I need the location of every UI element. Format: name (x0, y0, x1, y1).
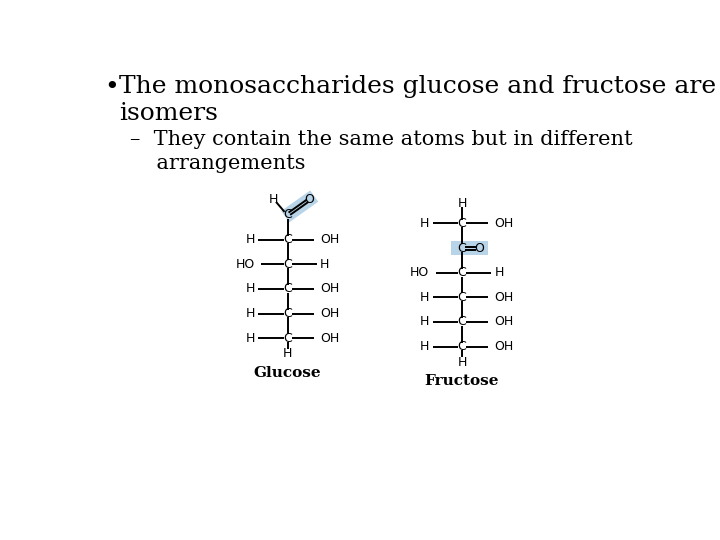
Text: –  They contain the same atoms but in different
    arrangements: – They contain the same atoms but in dif… (130, 130, 633, 173)
Polygon shape (282, 191, 318, 222)
Text: OH: OH (320, 332, 339, 345)
Text: H: H (283, 347, 292, 360)
Text: H: H (246, 282, 255, 295)
Text: OH: OH (320, 282, 339, 295)
Text: The monosaccharides glucose and fructose are
isomers: The monosaccharides glucose and fructose… (120, 75, 716, 125)
Text: H: H (420, 291, 429, 304)
Text: OH: OH (320, 307, 339, 320)
Text: C: C (283, 332, 292, 345)
Text: H: H (320, 258, 330, 271)
Text: H: H (246, 233, 255, 246)
Text: Glucose: Glucose (254, 366, 321, 380)
Text: H: H (246, 307, 255, 320)
Text: C: C (283, 258, 292, 271)
Text: •: • (104, 76, 119, 99)
Text: OH: OH (495, 291, 514, 304)
Text: C: C (458, 340, 467, 353)
Text: C: C (458, 217, 467, 230)
Text: OH: OH (495, 315, 514, 328)
Text: C: C (283, 233, 292, 246)
Text: H: H (420, 217, 429, 230)
Text: HO: HO (410, 266, 429, 279)
Text: C: C (458, 315, 467, 328)
Text: H: H (457, 197, 467, 210)
Text: OH: OH (320, 233, 339, 246)
Text: C: C (458, 241, 467, 254)
Text: O: O (305, 193, 314, 206)
Text: C: C (458, 266, 467, 279)
Polygon shape (451, 241, 488, 255)
Text: C: C (458, 291, 467, 304)
Text: HO: HO (236, 258, 255, 271)
Text: O: O (474, 241, 484, 254)
Text: OH: OH (495, 340, 514, 353)
Text: OH: OH (495, 217, 514, 230)
Text: H: H (420, 340, 429, 353)
Text: C: C (283, 208, 292, 221)
Text: H: H (246, 332, 255, 345)
Text: H: H (420, 315, 429, 328)
Text: H: H (457, 355, 467, 368)
Text: H: H (495, 266, 504, 279)
Text: C: C (283, 282, 292, 295)
Text: H: H (269, 193, 279, 206)
Text: C: C (283, 307, 292, 320)
Text: Fructose: Fructose (425, 374, 499, 388)
